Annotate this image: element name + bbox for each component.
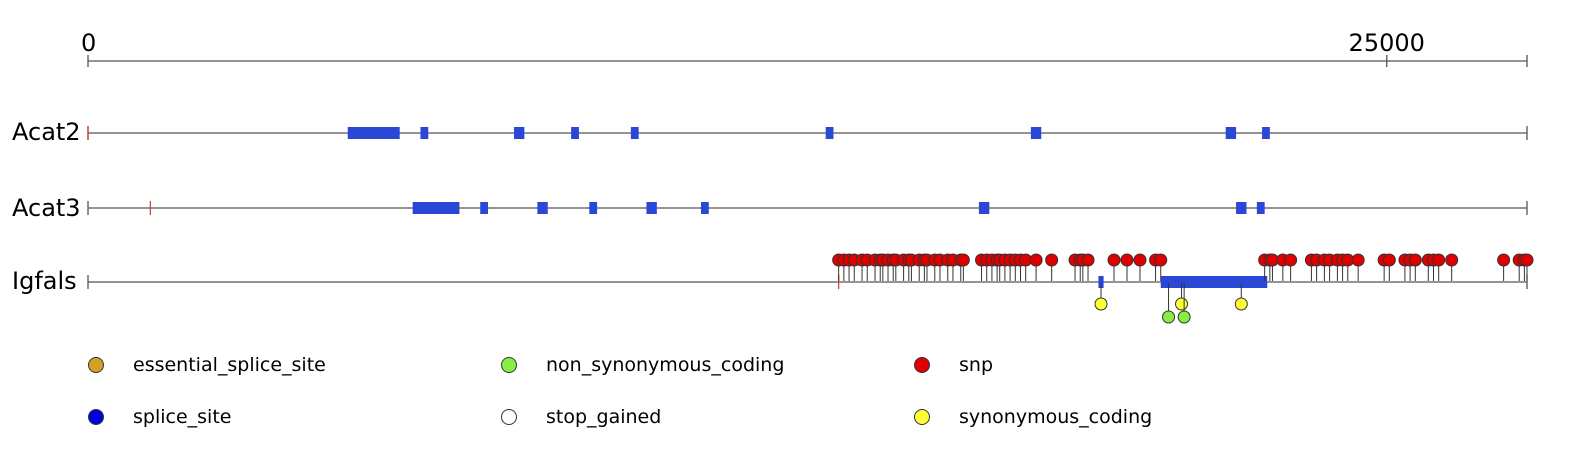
legend-label: snp [959, 354, 994, 376]
exon-block [1098, 276, 1104, 288]
non-synonymous-coding-marker [1162, 310, 1176, 324]
snp-marker [1497, 253, 1511, 267]
legend-label: stop_gained [546, 406, 662, 428]
legend-synonymous-coding: synonymous_coding [914, 405, 1152, 429]
stop-gained-swatch-icon [501, 409, 517, 425]
exon-block [1160, 276, 1268, 288]
exon-block [1262, 127, 1270, 139]
exon-block [1030, 127, 1042, 139]
exon-block [571, 127, 579, 139]
exon-block [701, 202, 709, 214]
gene-label-igfals: Igfals [12, 267, 77, 295]
snp-marker [956, 253, 970, 267]
legend-non-synonymous-coding: non_synonymous_coding [501, 353, 784, 377]
legend-label: synonymous_coding [959, 406, 1153, 428]
exon-block [513, 127, 525, 139]
exon-block [1256, 202, 1265, 214]
legend-label: splice_site [133, 406, 232, 428]
gene-label-acat3: Acat3 [12, 194, 81, 222]
legend-label: non_synonymous_coding [546, 354, 785, 376]
snp-marker [1133, 253, 1147, 267]
exon-block [347, 127, 400, 139]
snp-swatch-icon [914, 357, 930, 373]
scale-label-25000: 25000 [1348, 29, 1425, 57]
legend-stop-gained: stop_gained [501, 405, 661, 429]
exon-block [1225, 127, 1237, 139]
exon-block [825, 127, 834, 139]
synonymous-coding-swatch-icon [914, 409, 930, 425]
legend-essential-splice-site: essential_splice_site [88, 353, 326, 377]
exon-block [646, 202, 657, 214]
snp-marker [1351, 253, 1365, 267]
snp-marker [1107, 253, 1121, 267]
synonymous-coding-marker [1094, 297, 1108, 311]
snp-marker [1045, 253, 1059, 267]
snp-marker [1120, 253, 1134, 267]
essential-splice-site-swatch-icon [88, 357, 104, 373]
splice-site-swatch-icon [88, 409, 104, 425]
non-synonymous-coding-marker [1177, 310, 1191, 324]
synonymous-coding-marker [1175, 297, 1189, 311]
legend-label: essential_splice_site [133, 354, 326, 376]
exon-block [589, 202, 598, 214]
snp-marker [1445, 253, 1459, 267]
gene-label-acat2: Acat2 [12, 118, 81, 146]
exon-block [978, 202, 990, 214]
snp-marker [1520, 253, 1534, 267]
snp-marker [1382, 253, 1396, 267]
scale-label-start: 0 [81, 29, 97, 57]
exon-block [412, 202, 460, 214]
snp-marker [1154, 253, 1168, 267]
exon-block [1236, 202, 1247, 214]
non-synonymous-coding-swatch-icon [501, 357, 517, 373]
legend-snp: snp [914, 353, 993, 377]
exon-block [480, 202, 489, 214]
legend-splice-site: splice_site [88, 405, 231, 429]
exon-block [537, 202, 548, 214]
exon-block [630, 127, 639, 139]
snp-marker [1081, 253, 1095, 267]
snp-marker [1284, 253, 1298, 267]
exon-block [420, 127, 429, 139]
snp-marker [1029, 253, 1043, 267]
snp-marker [1408, 253, 1422, 267]
snp-marker [1432, 253, 1446, 267]
synonymous-coding-marker [1234, 297, 1248, 311]
